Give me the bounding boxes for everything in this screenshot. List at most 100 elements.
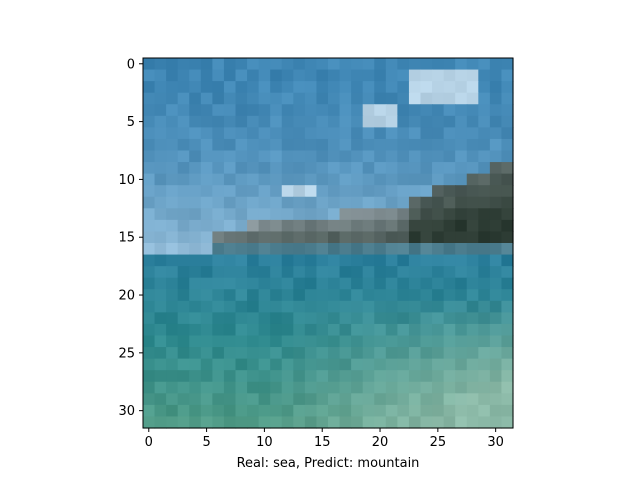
- image-pixel: [455, 127, 468, 140]
- image-pixel: [212, 115, 225, 128]
- image-pixel: [293, 370, 306, 383]
- image-pixel: [177, 185, 190, 198]
- image-pixel: [200, 266, 213, 279]
- image-pixel: [316, 289, 329, 302]
- image-pixel: [443, 219, 456, 233]
- image-pixel: [223, 243, 237, 256]
- image-pixel: [304, 104, 318, 117]
- image-pixel: [466, 312, 479, 325]
- image-pixel: [177, 416, 190, 429]
- image-pixel: [235, 323, 248, 337]
- image-pixel: [397, 127, 410, 140]
- image-pixel: [293, 347, 306, 360]
- image-pixel: [328, 173, 341, 186]
- image-pixel: [339, 162, 352, 175]
- image-pixel: [374, 219, 387, 233]
- image-pixel: [351, 277, 364, 290]
- image-pixel: [189, 300, 202, 313]
- image-pixel: [489, 219, 503, 233]
- image-pixel: [489, 243, 503, 256]
- image-pixel: [143, 69, 156, 82]
- image-pixel: [466, 115, 479, 128]
- image-pixel: [443, 196, 456, 209]
- image-pixel: [466, 150, 479, 163]
- image-pixel: [408, 162, 422, 175]
- image-pixel: [223, 347, 237, 360]
- image-pixel: [385, 254, 398, 267]
- image-pixel: [304, 196, 318, 209]
- image-pixel: [420, 300, 433, 313]
- image-pixel: [501, 208, 514, 221]
- image-pixel: [270, 266, 283, 279]
- image-pixel: [247, 173, 260, 186]
- image-pixel: [200, 358, 213, 371]
- image-pixel: [385, 289, 398, 302]
- image-pixel: [466, 196, 479, 209]
- image-pixel: [177, 208, 190, 221]
- image-pixel: [235, 347, 248, 360]
- image-pixel: [443, 208, 456, 221]
- image-pixel: [328, 243, 341, 256]
- image-pixel: [328, 370, 341, 383]
- image-pixel: [304, 404, 318, 418]
- image-pixel: [466, 416, 479, 429]
- image-pixel: [478, 277, 491, 290]
- image-pixel: [478, 381, 491, 394]
- image-pixel: [212, 312, 225, 325]
- image-pixel: [443, 393, 456, 406]
- image-pixel: [177, 323, 190, 337]
- image-pixel: [316, 323, 329, 337]
- image-pixel: [443, 92, 456, 105]
- image-pixel: [420, 370, 433, 383]
- image-pixel: [212, 219, 225, 233]
- image-pixel: [304, 266, 318, 279]
- image-pixel: [501, 335, 514, 348]
- image-pixel: [385, 219, 398, 233]
- image-pixel: [443, 127, 456, 140]
- image-pixel: [235, 254, 248, 267]
- image-pixel: [281, 312, 294, 325]
- image-pixel: [501, 370, 514, 383]
- image-pixel: [466, 219, 479, 233]
- image-pixel: [200, 127, 213, 140]
- image-pixel: [339, 254, 352, 267]
- image-pixel: [270, 231, 283, 244]
- image-pixel: [189, 173, 202, 186]
- image-pixel: [351, 173, 364, 186]
- image-pixel: [455, 404, 468, 418]
- image-pixel: [362, 254, 375, 267]
- image-pixel: [408, 381, 422, 394]
- image-pixel: [408, 69, 422, 82]
- image-pixel: [489, 173, 503, 186]
- image-pixel: [328, 254, 341, 267]
- image-pixel: [374, 92, 387, 105]
- image-pixel: [293, 196, 306, 209]
- x-tick-label: 20: [372, 435, 389, 450]
- image-pixel: [143, 347, 156, 360]
- image-pixel: [432, 312, 445, 325]
- image-pixel: [374, 196, 387, 209]
- image-pixel: [281, 127, 294, 140]
- image-pixel: [177, 127, 190, 140]
- image-pixel: [351, 81, 364, 94]
- image-pixel: [316, 404, 329, 418]
- image-pixel: [443, 58, 456, 71]
- image-pixel: [223, 138, 237, 152]
- image-pixel: [293, 115, 306, 128]
- image-pixel: [247, 150, 260, 163]
- image-pixel: [432, 266, 445, 279]
- image-pixel: [385, 381, 398, 394]
- image-pixel: [489, 58, 503, 71]
- image-pixel: [316, 58, 329, 71]
- image-pixel: [143, 312, 156, 325]
- image-pixel: [420, 358, 433, 371]
- image-pixel: [281, 208, 294, 221]
- image-pixel: [501, 231, 514, 244]
- image-pixel: [478, 323, 491, 337]
- image-pixel: [478, 69, 491, 82]
- image-pixel: [235, 231, 248, 244]
- image-pixel: [408, 243, 422, 256]
- image-pixel: [247, 162, 260, 175]
- image-pixel: [258, 416, 271, 429]
- image-pixel: [166, 81, 179, 94]
